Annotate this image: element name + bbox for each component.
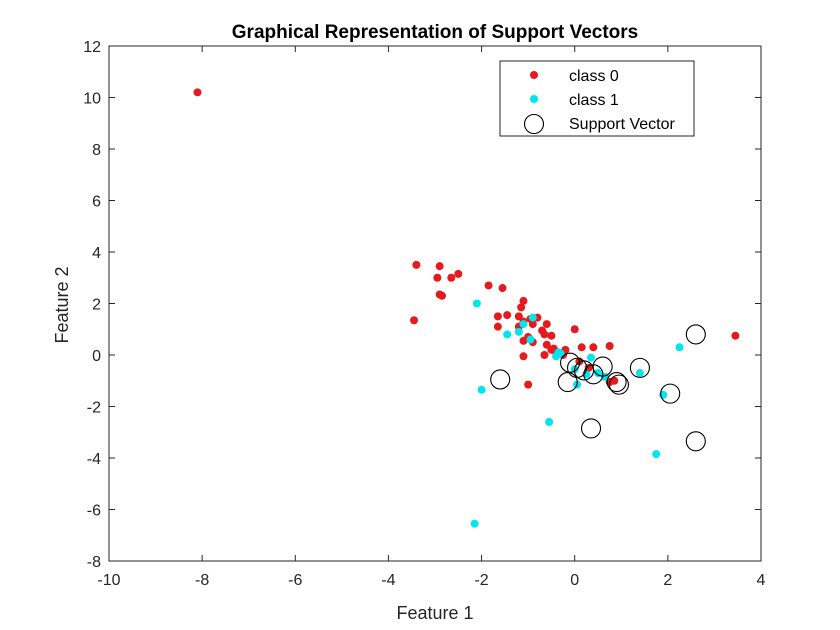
y-tick-label: 6 (92, 194, 101, 211)
class-0-point (519, 352, 528, 361)
y-tick-label: 0 (92, 348, 101, 365)
class-0-point (528, 320, 537, 329)
class-0-point (577, 343, 586, 352)
class-0-point (412, 260, 421, 269)
class-0-point (447, 273, 456, 282)
class-1-point (545, 417, 554, 426)
class-0-point (437, 291, 446, 300)
x-tick-label: -2 (474, 572, 488, 589)
legend-marker-class-1 (530, 95, 538, 103)
class-1-point (594, 369, 602, 378)
legend-label: Support Vector (569, 116, 676, 133)
support-vector-point (685, 324, 706, 345)
class-0-point (570, 325, 579, 334)
class-0-point (542, 320, 551, 329)
support-vector-point (490, 369, 511, 390)
x-tick-label: -4 (381, 572, 395, 589)
class-1-point (675, 343, 684, 352)
x-tick-label: -10 (97, 572, 120, 589)
class-0-point (493, 322, 502, 331)
class-0-point (524, 380, 533, 389)
class-0-point (540, 351, 549, 359)
class-1-point (526, 335, 535, 344)
y-tick-label: 4 (92, 245, 101, 262)
x-axis-label: Feature 1 (396, 603, 473, 623)
y-tick-label: -6 (87, 503, 101, 520)
class-0-point (484, 281, 493, 290)
y-tick-label: 8 (92, 142, 101, 159)
x-tick-label: -6 (288, 572, 302, 589)
class-0-point (731, 331, 740, 340)
class-1-point (635, 369, 644, 378)
class-0-point (493, 312, 502, 321)
data-points (193, 88, 740, 528)
class-0-point (519, 336, 528, 345)
y-tick-label: -8 (87, 554, 101, 571)
class-1-point (470, 519, 479, 528)
y-tick-label: -4 (87, 451, 101, 468)
class-0-point (193, 88, 202, 97)
class-1-point (503, 330, 512, 339)
y-tick-label: 12 (83, 39, 101, 56)
class-1-point (556, 349, 565, 358)
legend-label: class 0 (569, 68, 619, 85)
legend-label: class 1 (569, 92, 619, 109)
class-1-point (587, 353, 596, 362)
legend-marker-support-vector (523, 113, 545, 135)
class-0-point (517, 303, 526, 312)
class-0-point (540, 330, 549, 339)
class-0-point (605, 341, 614, 350)
support-vector-point (685, 431, 706, 452)
class-1-point (514, 327, 523, 336)
class-0-point (454, 269, 463, 278)
class-1-point (528, 313, 537, 322)
class-0-point (589, 343, 598, 352)
class-0-point (547, 331, 556, 340)
y-tick-label: -2 (87, 400, 101, 417)
y-tick-label: 10 (83, 91, 101, 108)
support-vector-point (580, 418, 602, 439)
support-vector-point (557, 371, 578, 393)
y-axis-label: Feature 2 (52, 266, 72, 343)
x-tick-label: -8 (195, 572, 209, 589)
class-0-point (498, 284, 507, 293)
legend: class 0 class 1 Support Vector (499, 60, 695, 137)
support-vector-point (608, 374, 630, 395)
class-0-point (542, 340, 551, 349)
class-0-point (410, 316, 419, 325)
support-vector-point (560, 352, 581, 373)
class-1-point (477, 385, 486, 394)
class-0-point (503, 311, 512, 320)
class-0-point (519, 296, 528, 305)
class-0-point (433, 273, 442, 282)
support-vector-point (629, 357, 650, 378)
chart-title: Graphical Representation of Support Vect… (232, 22, 638, 43)
class-0-point (610, 376, 619, 385)
legend-marker-class-0 (530, 71, 538, 79)
x-tick-label: 2 (663, 572, 672, 589)
x-tick-label: 0 (570, 572, 579, 589)
support-vector-point (592, 356, 613, 377)
support-vector-point (606, 371, 627, 393)
class-1-point (519, 320, 528, 329)
class-1-point (472, 299, 481, 308)
x-tick-label: 4 (757, 572, 766, 589)
y-tick-label: 2 (92, 297, 101, 314)
class-1-point (652, 450, 661, 459)
support-vector-point (660, 383, 681, 404)
class-0-point (514, 312, 523, 321)
class-0-point (435, 262, 444, 271)
